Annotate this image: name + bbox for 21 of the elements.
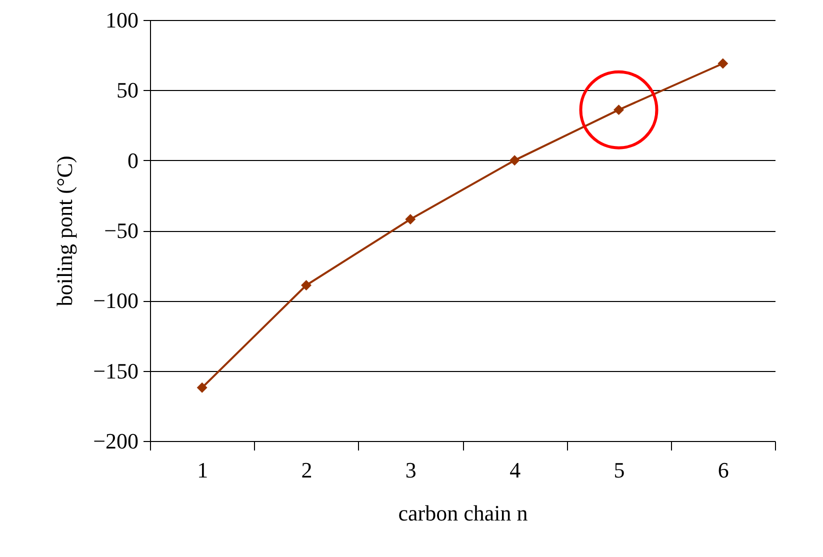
x-tick-label: 2	[301, 458, 312, 482]
x-tick-label: 4	[510, 458, 521, 482]
y-tick-label: −150	[93, 358, 138, 384]
y-tick-label: −200	[93, 428, 138, 454]
x-tick-label: 1	[197, 458, 208, 482]
point	[196, 382, 208, 393]
point	[718, 58, 728, 69]
point	[614, 104, 624, 116]
y-tick-label: 0	[128, 148, 138, 173]
y-tick-label: 50	[116, 78, 138, 103]
x-axis-title: carbon chain n	[398, 500, 528, 526]
y-tick-label: 100	[106, 8, 138, 32]
x-tick-label: 5	[614, 458, 625, 482]
y-tick-label: −100	[93, 288, 138, 314]
x-tick-label: 6	[718, 458, 729, 482]
x-tick-label: 3	[405, 458, 416, 482]
point	[405, 214, 416, 225]
point	[301, 280, 312, 290]
y-axis-title: boiling pont (°C)	[52, 156, 78, 306]
y-tick-label: −50	[104, 218, 138, 243]
point	[509, 155, 520, 166]
